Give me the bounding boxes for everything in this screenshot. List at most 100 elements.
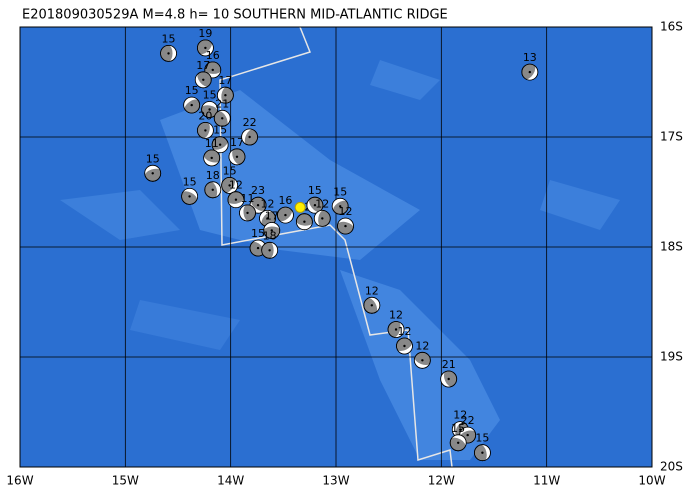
beachball-dilatation [203, 155, 220, 166]
beachball-dilatation [203, 122, 214, 139]
depth-label: 15 [308, 184, 322, 197]
depth-label: 21 [442, 358, 456, 371]
beachball-center [466, 433, 469, 437]
beachball-outline [241, 128, 259, 146]
beachball-dilatation [239, 204, 249, 221]
depth-label: 22 [243, 116, 257, 129]
beachball-dilatation [252, 240, 267, 254]
beachball-center [211, 68, 214, 72]
focal-mechanism [239, 204, 256, 222]
focal-mechanism [440, 370, 458, 388]
focal-mechanism [331, 197, 349, 215]
beachball-center [211, 188, 214, 191]
beachball-outline [211, 136, 229, 154]
focal-mechanism [201, 101, 219, 118]
beachball-center [421, 359, 424, 362]
depth-label: 15 [451, 422, 465, 435]
depth-label: 12 [261, 197, 275, 210]
depth-label: 12 [365, 284, 379, 297]
focal-mechanism [295, 213, 313, 231]
beachball-center [218, 143, 222, 146]
beachball-outline [363, 296, 381, 314]
beachball-center [256, 246, 260, 250]
focal-mechanism [306, 196, 324, 214]
beachball-outline [277, 206, 294, 224]
beachball-outline [449, 434, 467, 452]
beachball-outline [413, 351, 431, 369]
focal-mechanism [211, 136, 229, 154]
beachball-dilatation [182, 188, 198, 201]
beachball-outline [337, 217, 354, 235]
depth-label: 15 [251, 227, 265, 240]
focal-mechanism [363, 296, 381, 314]
beachball-outline [204, 61, 222, 79]
beachball-center [456, 441, 460, 444]
beachball-dilatation [393, 321, 404, 338]
beachball-dilatation [213, 141, 229, 153]
depth-label: 17 [218, 74, 232, 87]
depth-label: 16 [278, 194, 292, 207]
beachball-outline [201, 101, 219, 118]
beachball-dilatation [296, 221, 313, 230]
focal-mechanism [144, 164, 162, 182]
beachball-outline [181, 187, 198, 205]
map-frame [19, 26, 653, 468]
focal-mechanism [213, 109, 231, 127]
depth-label: 15 [213, 124, 227, 137]
x-tick-label: 13W [322, 474, 349, 488]
depth-label: 20 [198, 109, 212, 122]
beachball-dilatation [144, 165, 161, 176]
beachball-outline [313, 209, 331, 227]
beachball-outline [213, 109, 231, 127]
beachball-dilatation [337, 218, 354, 228]
beachball-dilatation [228, 149, 241, 165]
depth-label: 11 [241, 192, 255, 205]
beachball-dilatation [228, 198, 244, 208]
beachball-center [210, 156, 213, 160]
depth-label: 15 [146, 152, 160, 165]
beachball-dilatation [241, 129, 253, 145]
x-tick-label: 16W [6, 474, 33, 488]
beachball-center [266, 217, 269, 220]
beachball-outline [474, 444, 491, 462]
beachball-outline [216, 86, 234, 104]
focal-mechanism [521, 63, 539, 81]
beachball-outline [331, 197, 349, 215]
beachball-center [248, 135, 251, 139]
y-tick-label: 16S [660, 20, 683, 34]
depth-label: 12 [315, 197, 329, 210]
beachball-outline [306, 196, 324, 214]
beachball-dilatation [201, 101, 218, 112]
depth-label: 18 [263, 229, 277, 242]
beachball-dilatation [314, 210, 324, 227]
beachball-center [190, 103, 193, 107]
beachball-dilatation [225, 178, 238, 194]
beachball-center [167, 52, 170, 55]
depth-label: 15 [333, 185, 347, 198]
depth-label: 21 [215, 97, 229, 110]
focal-mechanism [387, 321, 405, 338]
beachball-center [221, 117, 224, 120]
depth-label: 16 [206, 49, 220, 62]
beachball-center [528, 70, 532, 74]
beachball-center [344, 224, 347, 228]
focal-mechanism [261, 241, 279, 259]
beachball-dilatation [199, 42, 214, 56]
focal-mechanism [277, 206, 294, 224]
beachball-center [394, 328, 398, 331]
beachball-dilatation [459, 427, 476, 438]
beachball-dilatation [218, 110, 231, 126]
focal-mechanism [474, 444, 491, 462]
depth-label: 15 [185, 84, 199, 97]
plate-boundary [219, 26, 453, 468]
depth-label: 12 [229, 179, 243, 192]
beachball-center [188, 195, 191, 198]
focal-mechanism [227, 191, 245, 209]
beachball-outline [521, 63, 539, 81]
beachball-dilatation [306, 198, 320, 214]
depth-label: 15 [203, 89, 217, 102]
beachball-dilatation [269, 242, 278, 259]
beachball-center [313, 204, 317, 207]
depth-label: 23 [251, 184, 265, 197]
focal-mechanism [313, 209, 331, 227]
